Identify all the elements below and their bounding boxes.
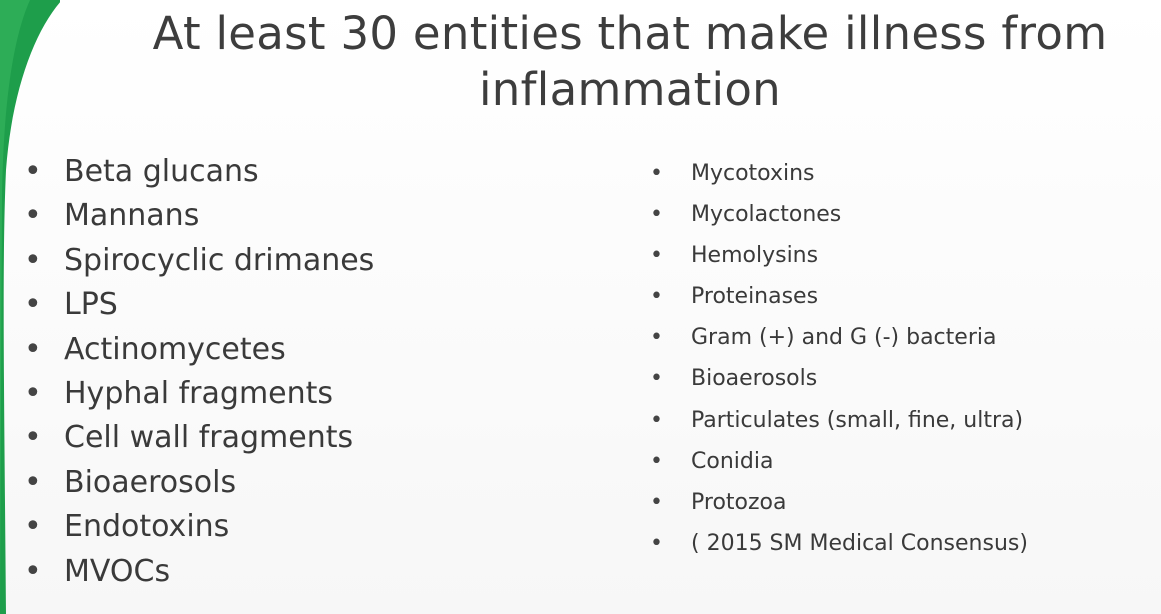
- list-item: • MVOCs: [24, 550, 374, 594]
- left-bullet-list: • Beta glucans • Mannans • Spirocyclic drim…: [24, 150, 374, 594]
- list-item: • Cell wall fragments: [24, 416, 374, 460]
- bullet-icon: •: [650, 243, 663, 269]
- slide-title-line-1: At least 30 entities that make illness f…: [152, 7, 1108, 60]
- list-item-label: Hyphal fragments: [64, 375, 334, 411]
- list-item: • Spirocyclic drimanes: [24, 239, 374, 283]
- list-item: • Mannans: [24, 194, 374, 238]
- list-item: • Endotoxins: [24, 505, 374, 549]
- list-item-label: Conidia: [691, 448, 774, 474]
- list-item: • Hyphal fragments: [24, 372, 374, 416]
- list-item-label: Hemolysins: [691, 243, 819, 269]
- list-item: • Bioaerosols: [650, 359, 1028, 400]
- list-item-label: Spirocyclic drimanes: [64, 242, 375, 278]
- list-item-label: Gram (+) and G (-) bacteria: [691, 325, 997, 351]
- bullet-icon: •: [24, 287, 42, 323]
- list-item-label: LPS: [64, 287, 118, 323]
- list-item-label: Bioaerosols: [64, 464, 237, 500]
- list-item: • Mycolactones: [650, 195, 1028, 236]
- bullet-icon: •: [650, 325, 663, 351]
- list-item-label: Actinomycetes: [64, 331, 286, 367]
- list-item-label: Particulates (small, fine, ultra): [691, 407, 1024, 433]
- list-item: • Actinomycetes: [24, 328, 374, 372]
- slide-title: At least 30 entities that make illness f…: [130, 6, 1130, 118]
- list-item: • ( 2015 SM Medical Consensus): [650, 524, 1028, 565]
- list-item-label: Endotoxins: [64, 509, 230, 545]
- bullet-icon: •: [24, 420, 42, 456]
- bullet-icon: •: [650, 284, 663, 310]
- list-item-label: Mycolactones: [691, 202, 842, 228]
- list-item-label: Proteinases: [691, 284, 819, 310]
- list-item: • Conidia: [650, 442, 1028, 483]
- list-item-label: Cell wall fragments: [64, 420, 354, 456]
- list-item: • Beta glucans: [24, 150, 374, 194]
- bullet-icon: •: [24, 464, 42, 500]
- bullet-icon: •: [650, 202, 663, 228]
- right-bullet-list: • Mycotoxins • Mycolactones • Hemolysins • P…: [650, 154, 1028, 565]
- bullet-icon: •: [24, 553, 42, 589]
- bullet-icon: •: [650, 530, 663, 556]
- list-item: • LPS: [24, 283, 374, 327]
- bullet-icon: •: [650, 366, 663, 392]
- list-item: • Proteinases: [650, 277, 1028, 318]
- bullet-icon: •: [24, 509, 42, 545]
- list-item: • Particulates (small, fine, ultra): [650, 401, 1028, 442]
- list-item-label: ( 2015 SM Medical Consensus): [691, 530, 1028, 556]
- bullet-icon: •: [24, 242, 42, 278]
- list-item-label: Bioaerosols: [691, 366, 818, 392]
- bullet-icon: •: [24, 198, 42, 234]
- list-item-label: MVOCs: [64, 553, 171, 589]
- slide-title-line-2: inflammation: [479, 63, 781, 116]
- bullet-icon: •: [24, 375, 42, 411]
- bullet-icon: •: [650, 489, 663, 515]
- list-item: • Protozoa: [650, 483, 1028, 524]
- green-corner-accent: [0, 0, 60, 614]
- list-item: • Hemolysins: [650, 236, 1028, 277]
- bullet-icon: •: [24, 154, 42, 189]
- list-item: • Bioaerosols: [24, 461, 374, 505]
- list-item-label: Protozoa: [691, 489, 787, 515]
- list-item-label: Beta glucans: [64, 154, 259, 189]
- bullet-icon: •: [24, 331, 42, 367]
- bullet-icon: •: [650, 161, 663, 186]
- list-item-label: Mycotoxins: [691, 161, 815, 186]
- list-item: • Gram (+) and G (-) bacteria: [650, 318, 1028, 359]
- list-item-label: Mannans: [64, 198, 200, 234]
- bullet-icon: •: [650, 407, 663, 433]
- bullet-icon: •: [650, 448, 663, 474]
- list-item: • Mycotoxins: [650, 154, 1028, 195]
